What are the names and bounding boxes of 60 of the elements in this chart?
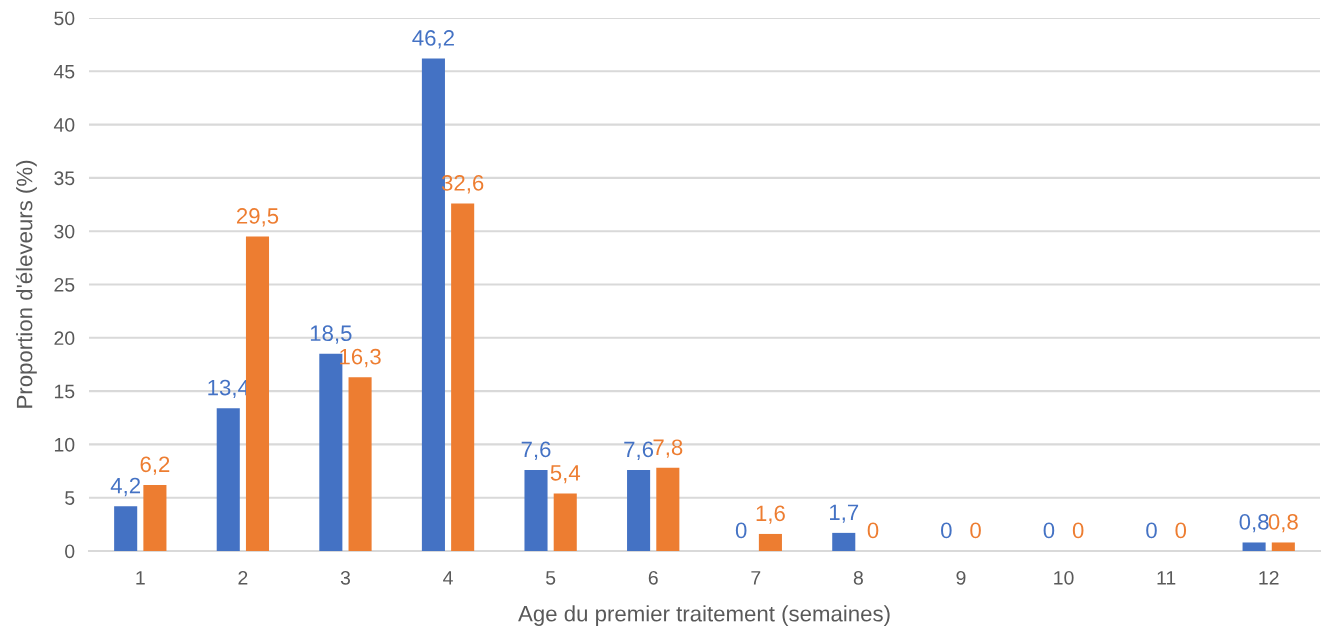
data-label: 6,2	[140, 456, 170, 475]
bar	[216, 408, 240, 551]
x-tick-label: 11	[1157, 571, 1176, 585]
bar	[348, 377, 372, 551]
data-label: 0	[1175, 522, 1187, 539]
y-tick-label: 10	[54, 437, 75, 452]
bar	[114, 506, 138, 551]
bar	[1242, 542, 1266, 551]
x-tick-label: 3	[340, 570, 351, 585]
y-tick-label: 35	[54, 171, 75, 186]
x-tick-label: 5	[546, 571, 556, 585]
y-tick-label: 20	[54, 331, 75, 346]
data-label: 46,2	[412, 30, 454, 49]
data-label: 7,6	[624, 441, 654, 460]
y-tick-label: 50	[54, 11, 75, 26]
data-label: 29,5	[236, 208, 279, 227]
bar	[524, 469, 548, 551]
y-tick-label: 15	[54, 384, 75, 399]
bar	[1271, 542, 1295, 551]
data-label: 0	[970, 522, 981, 539]
data-label: 4,2	[110, 477, 141, 497]
data-label: 1,7	[830, 504, 859, 523]
x-tick-label: 12	[1259, 570, 1279, 585]
data-label: 5,4	[550, 465, 581, 484]
bar	[627, 469, 651, 551]
x-tick-label: 7	[751, 571, 761, 585]
data-label: 0	[1146, 522, 1157, 539]
data-label: 0,8	[1268, 514, 1298, 533]
bar	[758, 533, 782, 551]
y-tick-label: 25	[54, 277, 75, 292]
x-tick-label: 6	[648, 570, 658, 585]
data-label: 1,6	[756, 505, 785, 524]
bar	[245, 236, 270, 551]
data-label: 7,6	[521, 441, 551, 460]
data-label: 7,8	[653, 439, 683, 458]
data-label: 0	[1072, 522, 1084, 539]
y-tick-label: 5	[65, 491, 75, 505]
data-label: 0	[941, 522, 952, 539]
data-label: 18,5	[310, 325, 352, 344]
x-tick-label: 1	[136, 571, 145, 585]
y-tick-label: 40	[53, 118, 75, 132]
bar	[656, 467, 680, 551]
data-label: 0	[735, 522, 747, 539]
data-label: 0	[1043, 522, 1055, 539]
x-tick-label: 4	[443, 571, 453, 585]
y-axis-title: Proportion d'éleveurs (%)	[15, 160, 37, 408]
x-tick-label: 9	[956, 570, 966, 585]
data-label: 0,8	[1239, 514, 1269, 533]
bar	[832, 532, 856, 551]
y-tick-label: 0	[65, 544, 75, 559]
x-axis-title: Age du premier traitement (semaines)	[518, 605, 890, 626]
bar	[451, 203, 475, 551]
x-tick-label: 8	[853, 570, 863, 585]
x-tick-label: 2	[238, 570, 248, 585]
y-tick-label: 45	[53, 64, 75, 79]
y-tick-label: 30	[54, 224, 75, 239]
bar	[143, 484, 167, 551]
bar	[553, 493, 577, 551]
data-label: 0	[867, 522, 879, 539]
x-tick-label: 10	[1054, 570, 1074, 585]
